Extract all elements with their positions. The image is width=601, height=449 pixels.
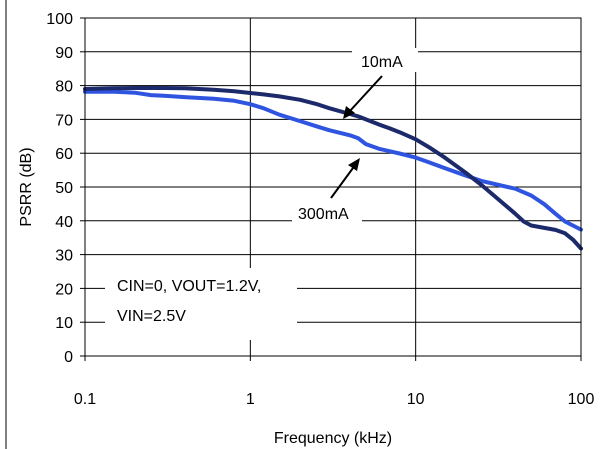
y-tick-label: 0: [64, 349, 73, 366]
series-line-10ma: [83, 86, 583, 251]
x-axis-title: Frequency (kHz): [274, 430, 392, 447]
series-layer: [83, 86, 583, 251]
arrow-300ma: [330, 158, 360, 199]
y-tick-label: 40: [55, 214, 73, 231]
series-label-10ma: 10mA: [361, 54, 403, 71]
annotation-line-2: VIN=2.5V: [117, 308, 186, 325]
arrow-10ma: [343, 75, 383, 119]
series-label-300ma: 300mA: [298, 206, 349, 223]
x-tick-label: 1: [246, 391, 255, 408]
y-tick-label: 50: [55, 180, 73, 197]
x-tick-labels: 0.1 1 10 100: [74, 391, 595, 408]
y-tick-label: 20: [55, 281, 73, 298]
annotation-line-1: CIN=0, VOUT=1.2V,: [117, 278, 261, 295]
x-tick-label: 100: [568, 391, 595, 408]
x-tick-label: 10: [407, 391, 425, 408]
label-10ma-bg: [352, 48, 418, 72]
y-tick-label: 30: [55, 248, 73, 265]
y-tick-labels: 0 10 20 30 40 50 60 70 80 90 100: [46, 11, 73, 366]
y-tick-label: 90: [55, 45, 73, 62]
y-tick-label: 10: [55, 315, 73, 332]
y-tick-label: 100: [46, 11, 73, 28]
x-tick-label: 0.1: [74, 391, 96, 408]
y-tick-label: 70: [55, 112, 73, 129]
series-line-300ma: [83, 89, 583, 232]
plot-frame: [84, 17, 582, 357]
annotation-box: [105, 268, 297, 340]
y-axis-title: PSRR (dB): [18, 147, 35, 226]
y-tick-label: 80: [55, 79, 73, 96]
y-tick-label: 60: [55, 146, 73, 163]
label-300ma-bg: [292, 200, 362, 224]
